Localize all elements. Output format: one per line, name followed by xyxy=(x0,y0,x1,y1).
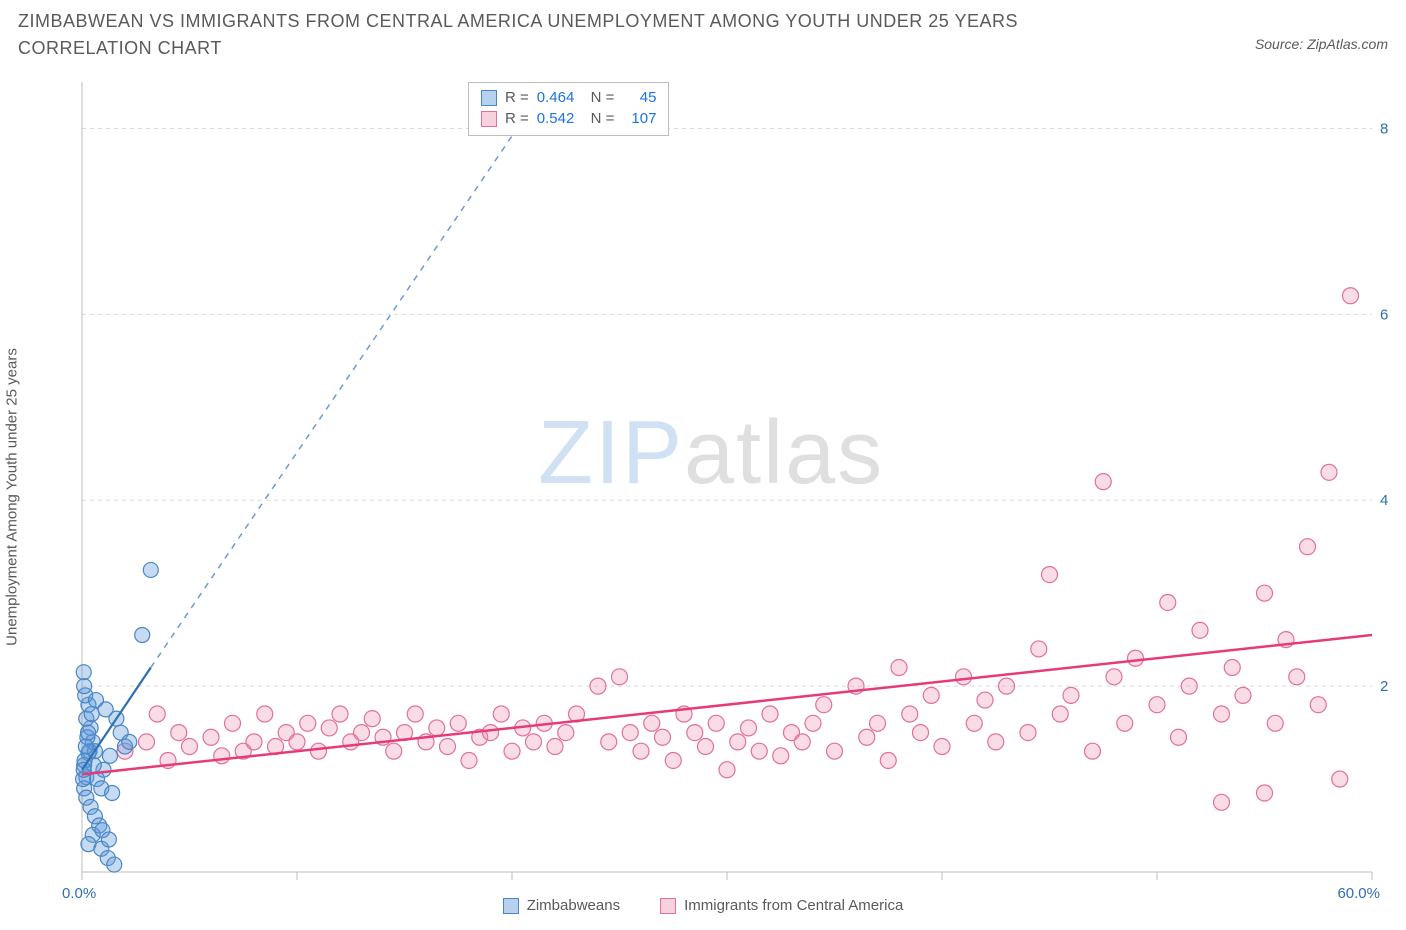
svg-text:60.0%: 60.0% xyxy=(1380,306,1388,323)
legend-label-1: Immigrants from Central America xyxy=(684,897,903,914)
legend-item-0: Zimbabweans xyxy=(503,897,620,914)
stats-r-label-1: R = xyxy=(505,108,529,129)
stats-row-0: R = 0.464 N = 45 xyxy=(481,87,656,108)
legend-label-0: Zimbabweans xyxy=(527,897,620,914)
chart-title: ZIMBABWEAN VS IMMIGRANTS FROM CENTRAL AM… xyxy=(18,8,1118,62)
stats-r-label-0: R = xyxy=(505,87,529,108)
stats-r-val-1: 0.542 xyxy=(537,108,575,129)
stats-n-val-0: 45 xyxy=(622,87,656,108)
stats-row-1: R = 0.542 N = 107 xyxy=(481,108,656,129)
legend-item-1: Immigrants from Central America xyxy=(660,897,903,914)
header-row: ZIMBABWEAN VS IMMIGRANTS FROM CENTRAL AM… xyxy=(18,8,1388,62)
plot-area: Unemployment Among Youth under 25 years … xyxy=(18,82,1388,912)
stats-n-label-1: N = xyxy=(582,108,614,129)
source-attribution: Source: ZipAtlas.com xyxy=(1255,36,1388,52)
stats-n-label-0: N = xyxy=(582,87,614,108)
stats-n-val-1: 107 xyxy=(622,108,656,129)
source-prefix: Source: xyxy=(1255,36,1307,52)
scatter-plot-svg: 20.0%40.0%60.0%80.0%0.0%60.0% xyxy=(18,82,1388,912)
stats-swatch-1 xyxy=(481,111,497,127)
legend: Zimbabweans Immigrants from Central Amer… xyxy=(18,897,1388,914)
svg-text:80.0%: 80.0% xyxy=(1380,120,1388,137)
legend-swatch-0 xyxy=(503,898,519,914)
source-name: ZipAtlas.com xyxy=(1307,36,1388,52)
stats-box: R = 0.464 N = 45 R = 0.542 N = 107 xyxy=(468,82,669,136)
stats-swatch-0 xyxy=(481,90,497,106)
stats-r-val-0: 0.464 xyxy=(537,87,575,108)
svg-text:40.0%: 40.0% xyxy=(1380,492,1388,509)
svg-text:20.0%: 20.0% xyxy=(1380,678,1388,695)
legend-swatch-1 xyxy=(660,898,676,914)
